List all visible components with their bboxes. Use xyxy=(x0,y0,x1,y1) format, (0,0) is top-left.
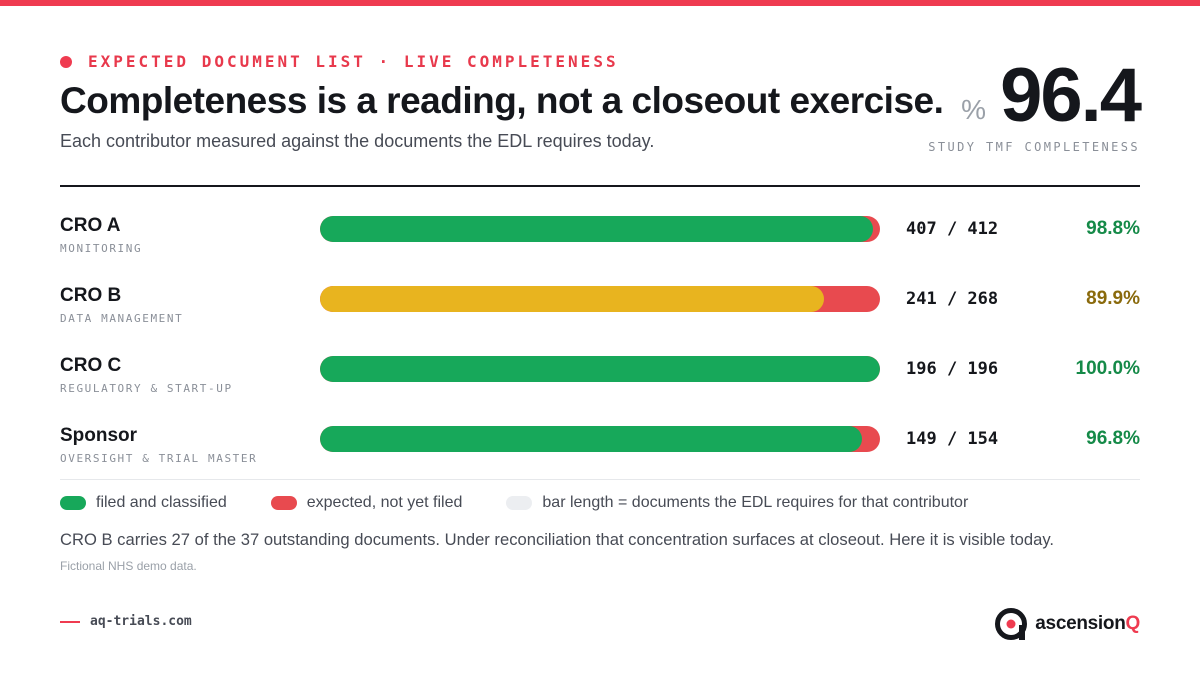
bar-filled xyxy=(320,286,824,312)
legend-label: bar length = documents the EDL requires … xyxy=(542,494,969,511)
bar-track-missing xyxy=(320,426,880,452)
count-label: 241 / 268 xyxy=(906,289,999,309)
brand-name-accent: Q xyxy=(1125,613,1141,634)
category-subtitle: MONITORING xyxy=(60,242,143,255)
chart-row: CRO B DATA MANAGEMENT 241 / 268 89.9% xyxy=(60,270,1140,340)
brand-name-main: ascension xyxy=(1035,613,1126,634)
percent-label: 98.8% xyxy=(1086,218,1140,239)
legend-swatch xyxy=(270,496,297,510)
bar-track-missing xyxy=(320,356,880,382)
category-label: CRO B xyxy=(60,285,122,306)
chart-row: CRO C REGULATORY & START-UP 196 / 196 100.0… xyxy=(60,340,1140,410)
percent-label: 89.9% xyxy=(1086,288,1140,309)
legend-label: filed and classified xyxy=(96,494,227,511)
footer-link-group[interactable]: aq-trials.com xyxy=(60,614,192,629)
chart-legend: filed and classified expected, not yet fi… xyxy=(60,494,1012,512)
bar-track-missing xyxy=(320,216,880,242)
page-title: Completeness is a reading, not a closeou… xyxy=(60,80,944,121)
header-divider xyxy=(60,185,1140,187)
category-label: CRO C xyxy=(60,355,122,376)
legend-divider xyxy=(60,479,1140,480)
bar-filled xyxy=(320,356,880,382)
legend-missing: expected, not yet filed xyxy=(270,494,463,512)
eyebrow-text: EXPECTED DOCUMENT LIST · LIVE COMPLETENE… xyxy=(88,52,619,71)
category-subtitle: DATA MANAGEMENT xyxy=(60,312,184,325)
bar-track-missing xyxy=(320,286,880,312)
category-subtitle: REGULATORY & START-UP xyxy=(60,382,233,395)
footer-dash xyxy=(60,620,80,623)
top-accent-stripe xyxy=(0,0,1200,6)
eyebrow: EXPECTED DOCUMENT LIST · LIVE COMPLETENE… xyxy=(60,52,619,71)
percent-label: 100.0% xyxy=(1075,358,1140,379)
legend-swatch xyxy=(60,496,86,510)
category-label: CRO A xyxy=(60,215,121,236)
source-note: Fictional NHS demo data. xyxy=(60,559,197,573)
percent-label: 96.8% xyxy=(1086,428,1140,449)
eyebrow-dot-icon xyxy=(60,55,72,68)
page-subtitle: Each contributor measured against the do… xyxy=(60,131,655,151)
bar-filled xyxy=(320,426,862,452)
legend-filed: filed and classified xyxy=(60,494,227,512)
bar-filled xyxy=(320,216,874,242)
legend-swatch xyxy=(506,496,533,510)
kpi-value: 96.4 xyxy=(1000,53,1142,138)
legend-bar-length: bar length = documents the EDL requires … xyxy=(506,494,968,512)
kpi-unit: % xyxy=(961,94,987,125)
insight-note: CRO B carries 27 of the 37 outstanding d… xyxy=(60,530,1054,549)
category-subtitle: OVERSIGHT & TRIAL MASTER xyxy=(60,452,258,465)
chart-row: Sponsor OVERSIGHT & TRIAL MASTER 149 / 154… xyxy=(60,410,1140,480)
chart-row: CRO A MONITORING 407 / 412 98.8% xyxy=(60,200,1140,270)
count-label: 149 / 154 xyxy=(906,429,999,449)
brand: ascensionQ xyxy=(995,608,1140,640)
ascensionq-logo-icon xyxy=(995,608,1028,640)
count-label: 407 / 412 xyxy=(906,219,999,239)
footer-url[interactable]: aq-trials.com xyxy=(90,614,192,629)
count-label: 196 / 196 xyxy=(906,359,999,379)
category-label: Sponsor xyxy=(60,425,138,446)
contributor-chart: CRO A MONITORING 407 / 412 98.8% CRO B DATA M… xyxy=(60,200,1140,480)
brand-name: ascensionQ xyxy=(1035,613,1140,635)
legend-label: expected, not yet filed xyxy=(306,494,463,511)
kpi-block: % 96.4 STUDY TMF COMPLETENESS xyxy=(928,53,1142,155)
kpi-label: STUDY TMF COMPLETENESS xyxy=(928,140,1140,154)
